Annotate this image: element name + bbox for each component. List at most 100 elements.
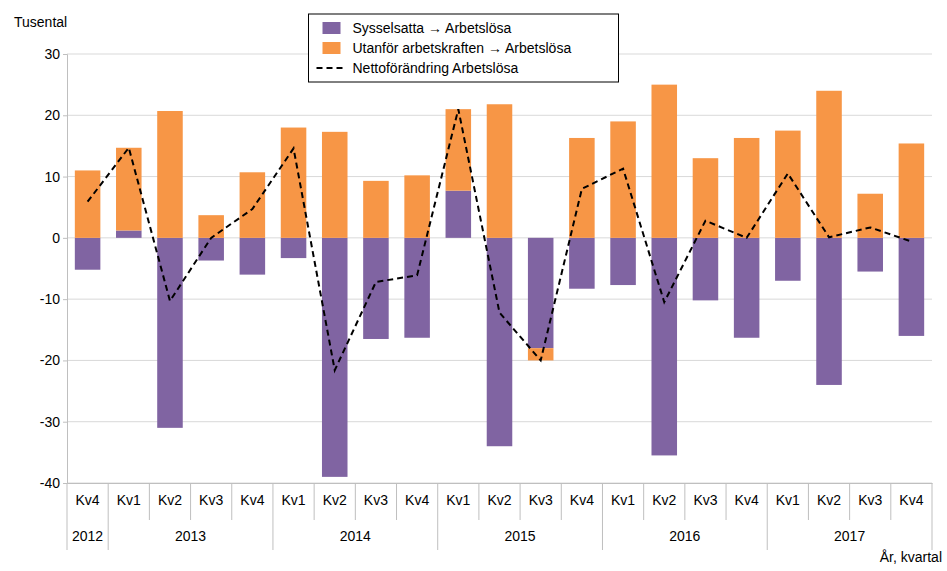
bar: [816, 91, 842, 238]
x-tick: Kv4: [570, 483, 594, 508]
x-tick: Kv1: [446, 483, 470, 508]
x-tick-label: Kv4: [570, 492, 594, 508]
y-tick: -10: [40, 291, 67, 307]
year-label: 2014: [340, 528, 371, 544]
chart: -40 -30 -20 -10 0 10 20 30 Kv4 Kv1 Kv2 Kv3 Kv4 Kv1 Kv2…: [0, 0, 947, 571]
year-label: 2015: [505, 528, 536, 544]
y-axis-title: Tusental: [14, 14, 67, 30]
bar: [281, 238, 307, 258]
separator: [67, 483, 68, 550]
x-axis-line: [68, 483, 933, 484]
plot-area: [75, 85, 924, 477]
y-tick-mark: [63, 238, 67, 239]
bar: [157, 111, 183, 238]
x-tick: Kv2: [652, 483, 676, 508]
y-tick: -20: [40, 352, 67, 368]
bar: [322, 238, 348, 477]
separator: [767, 483, 768, 550]
x-tick-label: Kv2: [652, 492, 676, 508]
year-label: 2012: [72, 528, 103, 544]
bar: [899, 238, 925, 336]
bar: [775, 131, 801, 238]
y-tick-mark: [63, 177, 67, 178]
y-tick-label: 20: [44, 107, 60, 123]
separator: [108, 483, 109, 550]
bar: [528, 238, 554, 348]
separator: [314, 483, 315, 520]
x-tick-label: Kv2: [817, 492, 841, 508]
separator: [808, 483, 809, 520]
separator: [932, 483, 933, 550]
x-tick-label: Kv3: [858, 492, 882, 508]
x-tick-label: Kv4: [240, 492, 264, 508]
x-tick-label: Kv1: [117, 492, 141, 508]
bar: [240, 172, 266, 238]
bar: [363, 238, 389, 339]
x-tick: Kv1: [611, 483, 635, 508]
separator: [561, 483, 562, 520]
legend-label: Utanför arbetskraften → Arbetslösa: [353, 40, 572, 56]
x-tick-label: Kv3: [693, 492, 717, 508]
bar: [569, 238, 595, 289]
separator: [849, 483, 850, 520]
bar: [446, 191, 472, 238]
grid-line: [67, 483, 932, 484]
x-tick-label: Kv4: [405, 492, 429, 508]
bar: [693, 158, 719, 238]
y-tick-label: -20: [40, 352, 60, 368]
x-tick-label: Kv3: [364, 492, 388, 508]
separator: [355, 483, 356, 520]
legend-label: Sysselsatta → Arbetslösa: [353, 20, 512, 36]
separator: [684, 483, 685, 520]
x-tick: Kv4: [405, 483, 429, 508]
x-tick: Kv3: [529, 483, 553, 508]
bar: [693, 238, 719, 301]
legend: Sysselsatta → Arbetslösa Utanför arbetskr…: [309, 14, 619, 82]
year-label: 2016: [669, 528, 700, 544]
year-label: 2013: [175, 528, 206, 544]
y-tick: 20: [44, 107, 67, 123]
x-tick: Kv1: [776, 483, 800, 508]
y-tick: 10: [44, 169, 67, 185]
bar: [487, 104, 513, 238]
separator: [231, 483, 232, 520]
y-tick: -40: [40, 475, 67, 491]
y-tick-label: -10: [40, 291, 60, 307]
y-tick-mark: [63, 422, 67, 423]
x-tick: Kv3: [364, 483, 388, 508]
bar: [734, 138, 760, 238]
bar: [734, 238, 760, 338]
x-tick: Kv3: [693, 483, 717, 508]
x-tick: Kv3: [858, 483, 882, 508]
y-tick-label: 10: [44, 169, 60, 185]
separator: [437, 483, 438, 550]
x-tick: Kv1: [117, 483, 141, 508]
separator: [478, 483, 479, 520]
category-separators: [67, 483, 932, 550]
bar: [281, 128, 307, 238]
x-tick-label: Kv4: [899, 492, 923, 508]
line: [88, 109, 912, 370]
y-tick-label: 0: [52, 230, 60, 246]
bar: [816, 238, 842, 385]
x-tick-label: Kv4: [76, 492, 100, 508]
y-tick-mark: [63, 299, 67, 300]
legend-box: [309, 14, 619, 82]
bar: [857, 238, 883, 272]
x-tick: Kv4: [76, 483, 100, 508]
x-axis-title: År, kvartal: [880, 549, 942, 565]
separator: [520, 483, 521, 520]
x-tick: Kv4: [240, 483, 264, 508]
x-tick: Kv2: [487, 483, 511, 508]
y-tick: 0: [52, 230, 67, 246]
x-tick-label: Kv2: [323, 492, 347, 508]
bar: [240, 238, 266, 275]
separator: [190, 483, 191, 520]
y-tick: -30: [40, 414, 67, 430]
separator: [726, 483, 727, 520]
year-labels: 201220132014201520162017: [72, 528, 865, 544]
y-tick-label: 30: [44, 46, 60, 62]
legend-label: Nettoförändring Arbetslösa: [353, 60, 519, 76]
bar: [75, 170, 101, 237]
x-tick-label: Kv4: [735, 492, 759, 508]
